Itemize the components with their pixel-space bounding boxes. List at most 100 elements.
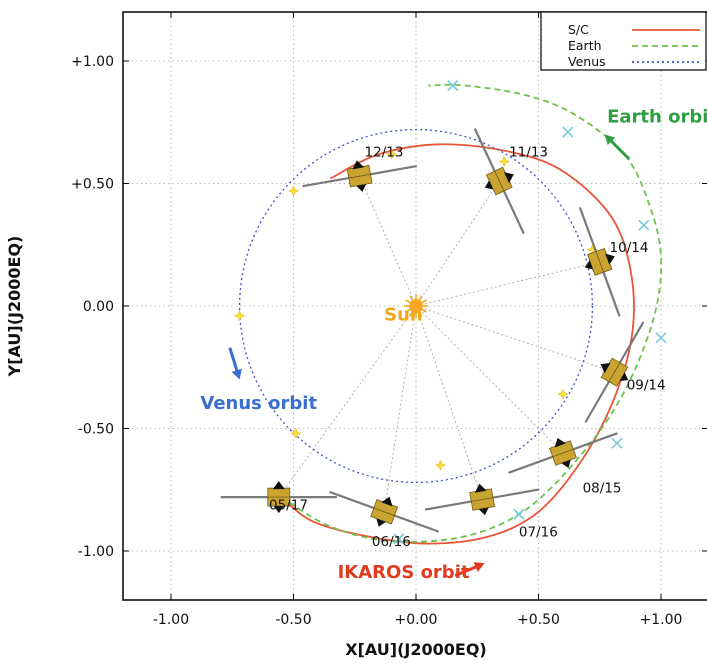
spacecraft-panel-seam — [348, 173, 371, 179]
sun-disk — [409, 299, 423, 313]
x-tick-label: -1.00 — [153, 612, 189, 628]
spacecraft-date-label: 05/17 — [269, 497, 308, 513]
sun-ray — [418, 311, 423, 317]
venus-position-marker — [498, 155, 510, 168]
earth-position-marker — [655, 332, 667, 344]
thrust-direction-icon — [619, 372, 629, 381]
y-tick-label: +1.00 — [71, 54, 114, 70]
spacecraft-orbit-line — [280, 143, 635, 545]
spacecraft-panel-seam — [471, 497, 494, 502]
annotation-label: IKAROS orbit — [338, 562, 470, 583]
annotation-label: Venus orbit — [200, 393, 317, 414]
sun-to-spacecraft-line — [359, 175, 417, 307]
x-axis-label: X[AU](J2000EQ) — [345, 640, 486, 659]
sun-ray — [409, 295, 414, 301]
venus-position-marker — [290, 427, 302, 440]
legend-label: Venus — [568, 54, 606, 69]
sun-ray — [418, 295, 423, 301]
sun-ray — [405, 299, 411, 304]
spacecraft-icon — [424, 483, 540, 516]
sun-to-spacecraft-line — [415, 261, 600, 307]
spacecraft-icon — [302, 160, 417, 192]
spacecraft-date-label: 11/13 — [509, 145, 548, 161]
spacecraft-icon — [329, 490, 440, 533]
spacecraft-icon — [584, 321, 645, 423]
spacecraft-panel-seam — [373, 507, 395, 516]
thrust-direction-icon — [584, 260, 594, 270]
thrust-direction-icon — [554, 437, 566, 448]
thrust-direction-icon — [381, 496, 393, 507]
earth-position-marker — [562, 126, 574, 138]
sun-to-spacecraft-line — [415, 305, 564, 454]
ticks: -1.00 -0.50 +0.00 +0.50 +1.00 -1.00 -0.50 0.00 +… — [71, 12, 707, 628]
y-tick-label: 0.00 — [83, 299, 114, 315]
earth-position-marker — [611, 437, 623, 449]
thrust-direction-icon — [474, 483, 487, 493]
direction-arrow-shaft — [454, 564, 478, 577]
spacecraft-date-label: 06/16 — [372, 534, 411, 550]
sun-to-spacecraft-line — [415, 305, 615, 373]
x-tick-label: -0.50 — [275, 612, 311, 628]
thrust-direction-icon — [376, 518, 386, 527]
earth-position-marker — [638, 219, 650, 231]
sun-icon — [404, 294, 428, 318]
spacecraft-date-label: 07/16 — [519, 524, 558, 540]
thrust-direction-icon — [561, 459, 571, 469]
position-markers — [233, 79, 667, 545]
venus-position-marker — [287, 185, 300, 197]
x-tick-label: +1.00 — [640, 612, 683, 628]
direction-arrow-head — [473, 562, 485, 572]
earth-position-marker — [393, 533, 405, 545]
sun-ray — [421, 299, 427, 304]
thrust-direction-icon — [504, 172, 514, 184]
spacecraft-date-label: 10/14 — [610, 240, 649, 256]
orbits — [238, 83, 663, 545]
spacecraft-panel-seam — [552, 448, 574, 458]
annotation-label: Sun — [384, 305, 423, 326]
thrust-direction-icon — [478, 507, 489, 516]
spacecraft-icon — [473, 128, 525, 235]
spacecraft-panel-seam — [494, 170, 505, 192]
spacecraft-icons — [220, 128, 645, 533]
legend-label: S/C — [568, 22, 589, 37]
x-tick-label: +0.00 — [395, 612, 438, 628]
legend-label: Earth — [568, 38, 602, 53]
y-tick-label: +0.50 — [71, 177, 114, 193]
thrust-direction-icon — [605, 253, 615, 265]
thrust-direction-icon — [600, 362, 611, 374]
spacecraft-date-label: 08/15 — [583, 480, 622, 496]
thrust-direction-icon — [352, 160, 365, 170]
venus-position-marker — [557, 388, 569, 400]
thrust-direction-icon — [356, 184, 367, 192]
x-tick-label: +0.50 — [517, 612, 560, 628]
spacecraft-icon — [578, 207, 621, 317]
thrust-direction-icon — [272, 481, 285, 490]
annotation-label: Earth orbit — [607, 106, 707, 127]
spacecraft-panel-seam — [595, 251, 604, 273]
spacecraft-icon — [220, 481, 337, 514]
sun-ray — [405, 308, 411, 313]
venus-position-marker — [233, 310, 246, 322]
spacecraft-icon — [508, 432, 618, 474]
legend-box — [540, 11, 707, 71]
thrust-direction-icon — [484, 180, 494, 190]
spacecraft-panel-seam — [608, 362, 621, 382]
direction-arrow-head — [604, 134, 616, 146]
thrust-direction-icon — [273, 506, 284, 514]
venus-orbit-line — [238, 128, 594, 484]
y-axis-label: Y[AU](J2000EQ) — [5, 236, 24, 378]
y-tick-label: -0.50 — [78, 422, 114, 438]
direction-arrows — [228, 134, 631, 577]
sun-to-spacecraft-line — [278, 305, 417, 498]
venus-position-marker — [385, 148, 398, 160]
sun-to-spacecraft-line — [383, 305, 417, 512]
spacecraft-date-label: 09/14 — [627, 377, 666, 393]
sun-to-spacecraft-line — [415, 305, 483, 500]
spacecraft-date-label: 12/13 — [365, 145, 404, 161]
earth-orbit-line — [280, 83, 663, 543]
direction-arrow-shaft — [609, 139, 631, 161]
direction-arrow-shaft — [228, 347, 239, 373]
sun-ray — [409, 311, 414, 317]
